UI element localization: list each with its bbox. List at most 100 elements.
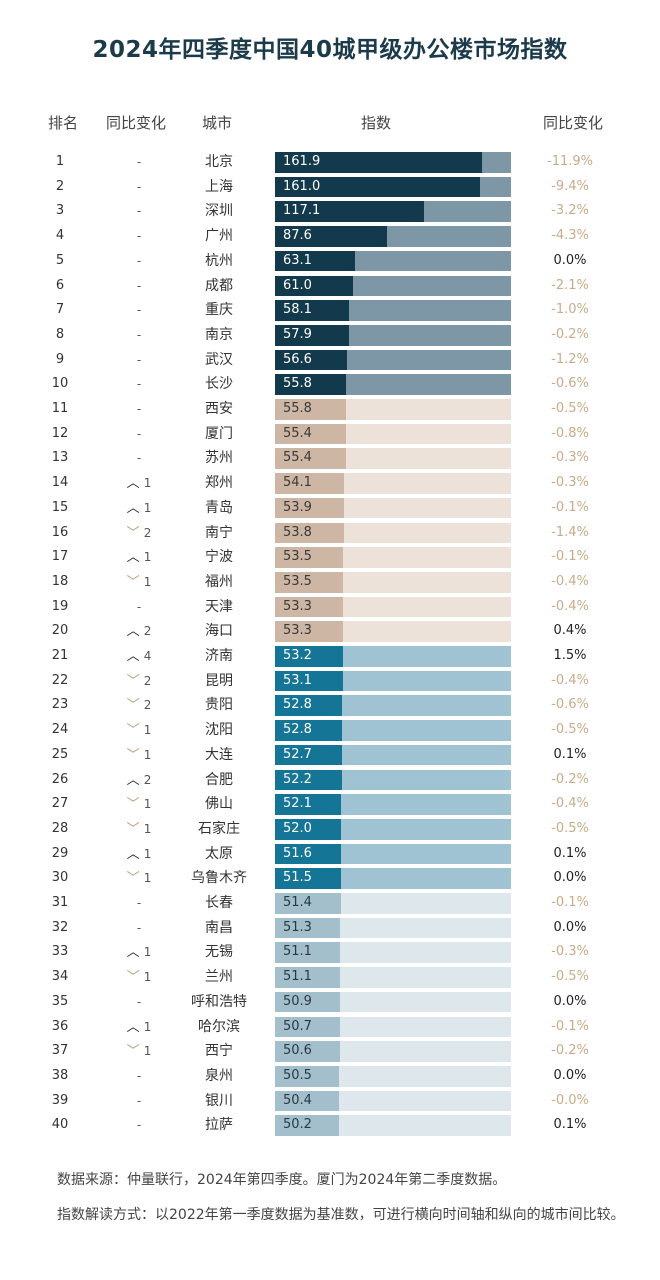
rank-change-cell: - <box>136 1118 142 1133</box>
yoy-change-value: -0.4% <box>551 796 589 812</box>
rank-cell: 39 <box>51 1092 69 1108</box>
city-name: 长沙 <box>205 376 233 393</box>
table-row: 6 - 成都 61.0 -2.1% <box>0 274 660 299</box>
rank-cell: 18 <box>51 573 69 589</box>
chevron-up-icon: ︿ <box>126 772 144 788</box>
bar-value-label: 51.6 <box>283 845 312 861</box>
rank-cell: 27 <box>51 796 69 812</box>
bar-fill <box>275 423 346 445</box>
rank-change-value: 2 <box>143 525 152 540</box>
yoy-change-value: -0.3% <box>551 475 589 491</box>
bar-track: 52.0 <box>275 818 511 840</box>
table-row: 17 ︿ 1 宁波 53.5 -0.1% <box>0 545 660 570</box>
rank-change-value: 4 <box>143 649 152 663</box>
bar-value-label: 53.8 <box>283 524 312 540</box>
bar-fill <box>275 794 342 815</box>
chevron-down-icon: ﹀ <box>126 574 144 590</box>
rank-change-value: 1 <box>143 1019 152 1034</box>
chevron-down-icon: ﹀ <box>126 1044 144 1060</box>
yoy-change-value: -0.1% <box>551 1018 589 1034</box>
rank-cell: 33 <box>51 944 69 960</box>
city-name: 无锡 <box>205 944 233 961</box>
city-name: 厦门 <box>205 425 233 442</box>
rank-cell: 14 <box>51 475 69 491</box>
yoy-change-value: -0.2% <box>551 1043 589 1059</box>
rank-cell: 19 <box>51 598 69 614</box>
bar-track: 52.8 <box>275 695 511 717</box>
city-name: 西宁 <box>205 1043 233 1060</box>
bar-track: 50.6 <box>275 1041 511 1062</box>
bar-fill <box>275 349 348 371</box>
bar-fill <box>275 769 342 791</box>
yoy-change-value: -0.5% <box>551 401 589 416</box>
bar-fill <box>275 571 344 593</box>
rank-change-cell: - <box>136 278 142 293</box>
bar-fill <box>275 300 350 321</box>
bar-track: 53.9 <box>275 497 511 519</box>
bar-fill <box>275 201 425 223</box>
city-name: 昆明 <box>205 672 233 689</box>
rank-cell: 29 <box>51 845 69 861</box>
bar-value-label: 53.5 <box>283 573 312 589</box>
rank-cell: 12 <box>51 425 69 441</box>
bar-track: 52.8 <box>275 720 511 741</box>
table-row: 22 ﹀ 2 昆明 53.1 -0.4% <box>0 669 660 694</box>
rank-change-cell: ﹀ 1 <box>100 965 178 990</box>
bar-fill <box>275 893 341 914</box>
bar-fill <box>275 843 341 865</box>
rank-cell: 20 <box>51 623 69 639</box>
header-city: 城市 <box>202 114 233 132</box>
chevron-down-icon: ﹀ <box>126 821 144 837</box>
yoy-change-value: 0.1% <box>553 845 587 861</box>
bar-value-label: 51.1 <box>283 969 312 985</box>
bar-fill <box>275 1016 340 1038</box>
rank-cell: 21 <box>51 648 69 663</box>
bar-fill <box>275 942 341 964</box>
rank-change-cell: - <box>136 155 142 169</box>
yoy-change-value: 0.1% <box>553 746 587 762</box>
bar-fill <box>275 473 344 494</box>
rank-cell: 28 <box>51 820 69 836</box>
yoy-change-value: 0.0% <box>553 252 587 268</box>
table-row: 37 ﹀ 1 西宁 50.6 -0.2% <box>0 1039 660 1064</box>
table-row: 4 - 广州 87.6 -4.3% <box>0 224 660 249</box>
chevron-down-icon: ﹀ <box>126 871 144 887</box>
city-name: 济南 <box>205 648 233 664</box>
table-row: 19 - 天津 53.3 -0.4% <box>0 595 660 620</box>
rank-change-cell: - <box>136 994 142 1009</box>
bar-value-label: 55.4 <box>283 425 312 441</box>
bar-track: 51.6 <box>275 843 511 865</box>
table-row: 21 ︿ 4 济南 53.2 1.5% <box>0 644 660 669</box>
table-row: 3 - 深圳 117.1 -3.2% <box>0 199 660 224</box>
page-title: 2024年四季度中国40城甲级办公楼市场指数 <box>92 37 568 63</box>
rank-change-cell: - <box>136 303 142 318</box>
rank-change-cell: ︿ 1 <box>100 842 178 867</box>
header-yoy: 同比变化 <box>543 114 604 132</box>
rank-cell: 22 <box>51 672 69 688</box>
bar-fill <box>275 275 353 297</box>
table-row: 35 - 呼和浩特 50.9 0.0% <box>0 990 660 1015</box>
rank-cell: 34 <box>51 969 69 985</box>
city-name: 泉州 <box>205 1067 233 1084</box>
yoy-change-value: -9.4% <box>551 178 589 194</box>
city-name: 南昌 <box>205 919 233 936</box>
rank-change-value: 1 <box>143 871 152 886</box>
table-row: 31 - 长春 51.4 -0.1% <box>0 891 660 916</box>
rank-change-cell: ﹀ 1 <box>100 570 178 595</box>
bar-track: 53.3 <box>275 621 511 642</box>
city-name: 长春 <box>205 895 233 911</box>
bar-track: 53.1 <box>275 670 511 692</box>
header-rank-change: 同比变化 <box>106 114 167 132</box>
table-row: 14 ︿ 1 郑州 54.1 -0.3% <box>0 471 660 496</box>
rank-change-cell: ﹀ 2 <box>100 693 178 718</box>
chevron-down-icon: ﹀ <box>126 673 144 689</box>
bar-value-label: 52.2 <box>283 771 312 787</box>
city-name: 合肥 <box>205 771 233 788</box>
chevron-down-icon: ﹀ <box>126 747 144 763</box>
rank-change-cell: ︿ 1 <box>100 940 178 965</box>
rank-change-value: 1 <box>143 500 152 515</box>
rank-change-cell: ︿ 2 <box>100 619 178 644</box>
city-name: 西安 <box>205 401 233 417</box>
yoy-change-value: -0.1% <box>551 499 589 515</box>
rank-change-cell: ﹀ 2 <box>100 521 178 546</box>
